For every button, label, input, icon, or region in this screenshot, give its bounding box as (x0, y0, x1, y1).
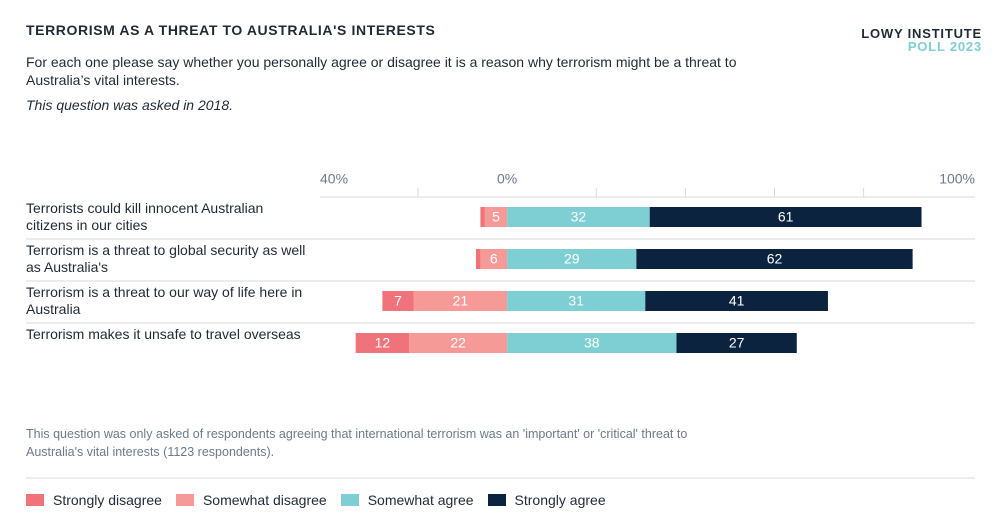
bar-segment (484, 207, 508, 227)
bar-segment (676, 333, 797, 353)
bar-segment (649, 207, 922, 227)
legend-item: Somewhat agree (340, 492, 474, 508)
legend-item: Strongly agree (487, 492, 606, 508)
bar-segment (409, 333, 508, 353)
value-label: 32 (571, 209, 587, 225)
bar-segment (507, 207, 650, 227)
legend-swatch (487, 494, 506, 506)
bar-segment (507, 249, 637, 269)
legend: Strongly disagree Somewhat disagree Somewh… (26, 492, 606, 508)
value-label: 31 (568, 293, 584, 309)
bar-segment (507, 333, 677, 353)
value-label: 27 (729, 335, 745, 351)
value-label: 5 (492, 209, 500, 225)
bar-segment (475, 249, 481, 269)
category-label: Terrorism is a threat to our way of life… (26, 284, 303, 317)
bar-segment (382, 291, 414, 311)
legend-swatch (26, 494, 44, 506)
x-tick-label: 0% (497, 171, 517, 187)
legend-item: Strongly disagree (26, 492, 162, 508)
value-label: 21 (453, 293, 469, 309)
legend-label: Strongly agree (514, 492, 606, 508)
value-label: 62 (767, 251, 783, 267)
value-label: 12 (375, 335, 391, 351)
value-label: 6 (490, 251, 498, 267)
x-tick-label: 40% (320, 171, 348, 187)
category-label: Terrorists could kill innocent Australia… (26, 200, 264, 233)
legend-item: Somewhat disagree (175, 492, 327, 508)
bar-segment (636, 249, 913, 269)
bar-segment (645, 291, 828, 311)
subtitle: For each one please say whether you pers… (26, 54, 737, 88)
value-label: 22 (450, 335, 466, 351)
x-tick-label: 100% (939, 171, 975, 187)
category-label: Terrorism makes it unsafe to travel over… (26, 326, 301, 342)
bar-segment (480, 207, 485, 227)
legend-label: Strongly disagree (53, 492, 162, 508)
bar-segment (413, 291, 508, 311)
legend-label: Somewhat agree (367, 492, 474, 508)
value-label: 29 (564, 251, 580, 267)
legend-label: Somewhat disagree (202, 492, 327, 508)
bar-segment (355, 333, 410, 353)
legend-swatch (175, 494, 194, 506)
category-label: Terrorism is a threat to global security… (26, 242, 306, 275)
value-label: 38 (584, 335, 600, 351)
brand-edition: POLL 2023 (907, 39, 982, 54)
note: This question was asked in 2018. (26, 97, 234, 113)
legend-swatch (340, 494, 359, 506)
value-label: 41 (729, 293, 745, 309)
footnote: This question was only asked of responde… (26, 427, 688, 459)
brand-name: LOWY INSTITUTE (861, 26, 982, 41)
bar-segment (480, 249, 508, 269)
value-label: 61 (778, 209, 794, 225)
value-label: 7 (394, 293, 402, 309)
chart-title: TERRORISM AS A THREAT TO AUSTRALIA'S INT… (26, 22, 436, 38)
bar-segment (507, 291, 646, 311)
